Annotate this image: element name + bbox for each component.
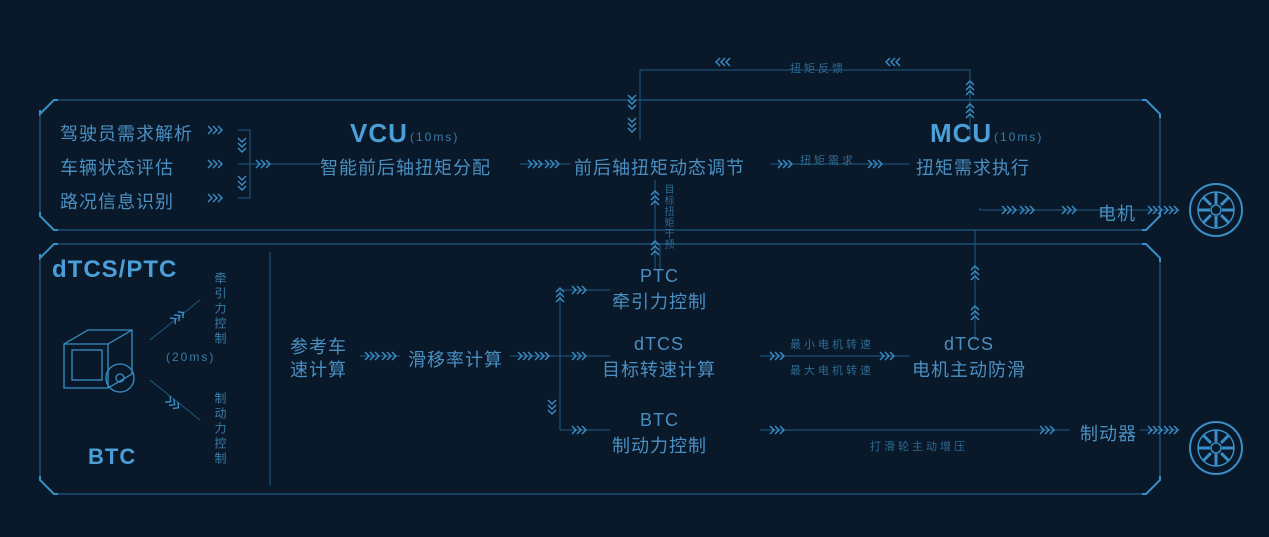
node-vehicle-state: 车辆状态评估 <box>60 154 174 180</box>
node-ref-speed: 参考车 速计算 <box>290 336 347 383</box>
edge-slip-brake: 打滑轮主动增压 <box>870 438 968 454</box>
node-torque-adjust: 前后轴扭矩动态调节 <box>574 154 745 180</box>
heading-mcu-note: (10ms) <box>994 130 1043 144</box>
node-ptc: PTC <box>640 266 679 287</box>
node-btc: BTC <box>640 410 679 431</box>
heading-20ms: (20ms) <box>166 350 215 364</box>
wheel-icon <box>1188 420 1244 476</box>
heading-vcu: VCU <box>350 118 408 149</box>
edge-torque-feedback: 扭矩反馈 <box>790 60 846 76</box>
heading-btc: BTC <box>88 444 136 470</box>
edge-min-motor-speed: 最小电机转速 <box>790 336 874 352</box>
node-torque-alloc: 智能前后轴扭矩分配 <box>320 154 491 180</box>
node-road-info: 路况信息识别 <box>60 188 174 214</box>
node-ptc-sub: 牵引力控制 <box>612 288 707 314</box>
node-dtcs2: dTCS <box>944 334 994 355</box>
module-icon <box>58 316 158 412</box>
node-btc-sub: 制动力控制 <box>612 432 707 458</box>
heading-mcu: MCU <box>930 118 992 149</box>
diagram-stage: 驾驶员需求解析 车辆状态评估 路况信息识别 VCU (10ms) 智能前后轴扭矩… <box>0 0 1269 537</box>
heading-dtcs-ptc: dTCS/PTC <box>52 256 177 284</box>
edge-target-torque-intervene: 目标扭矩干预 <box>660 184 675 250</box>
node-brake: 制动器 <box>1080 420 1137 446</box>
node-dtcs2-sub: 电机主动防滑 <box>912 356 1026 382</box>
node-torque-exec: 扭矩需求执行 <box>916 154 1030 180</box>
node-slip-calc: 滑移率计算 <box>408 346 503 372</box>
edge-torque-demand: 扭矩需求 <box>800 152 856 168</box>
node-motor: 电机 <box>1098 200 1136 226</box>
edge-max-motor-speed: 最大电机转速 <box>790 362 874 378</box>
node-driver-parse: 驾驶员需求解析 <box>60 120 193 146</box>
wheel-icon <box>1188 182 1244 238</box>
side-traction-ctrl: 牵引力控制 <box>212 272 229 347</box>
side-brake-ctrl: 制动力控制 <box>212 392 229 467</box>
node-dtcs: dTCS <box>634 334 684 355</box>
heading-vcu-note: (10ms) <box>410 130 459 144</box>
node-dtcs-sub: 目标转速计算 <box>602 356 716 382</box>
